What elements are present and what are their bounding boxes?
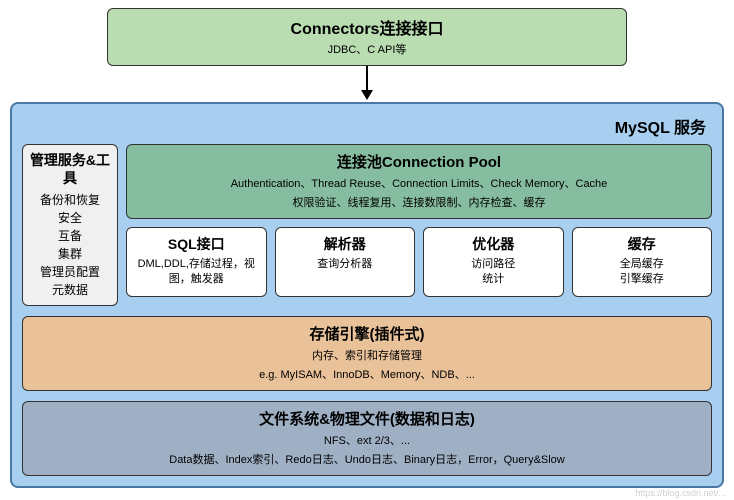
module-title: 优化器 bbox=[428, 234, 559, 254]
module-optimizer: 优化器 访问路径统计 bbox=[423, 227, 564, 297]
sidebar-item: 备份和恢复 bbox=[27, 191, 113, 209]
sidebar-item: 互备 bbox=[27, 227, 113, 245]
module-row: SQL接口 DML,DDL,存储过程，视图，触发器 解析器 查询分析器 优化器 … bbox=[126, 227, 712, 297]
module-desc: DML,DDL,存储过程，视图，触发器 bbox=[131, 257, 262, 288]
module-desc: 全局缓存引擎缓存 bbox=[577, 257, 708, 288]
filesystem-line1: NFS、ext 2/3、... bbox=[31, 432, 703, 448]
storage-engine-box: 存储引擎(插件式) 内存、索引和存储管理 e.g. MyISAM、InnoDB、… bbox=[22, 316, 712, 391]
storage-line2: e.g. MyISAM、InnoDB、Memory、NDB、... bbox=[31, 366, 703, 382]
storage-line1: 内存、索引和存储管理 bbox=[31, 347, 703, 363]
sidebar-item: 安全 bbox=[27, 209, 113, 227]
mysql-service-box: MySQL 服务 管理服务&工具 备份和恢复 安全 互备 集群 管理员配置 元数… bbox=[10, 102, 724, 488]
connectors-subtitle: JDBC、C API等 bbox=[116, 41, 618, 57]
management-sidebar: 管理服务&工具 备份和恢复 安全 互备 集群 管理员配置 元数据 bbox=[22, 144, 118, 306]
module-title: 缓存 bbox=[577, 234, 708, 254]
module-parser: 解析器 查询分析器 bbox=[275, 227, 416, 297]
module-title: 解析器 bbox=[280, 234, 411, 254]
module-sql-interface: SQL接口 DML,DDL,存储过程，视图，触发器 bbox=[126, 227, 267, 297]
arrow-down bbox=[10, 66, 724, 102]
module-title: SQL接口 bbox=[131, 234, 262, 254]
filesystem-title: 文件系统&物理文件(数据和日志) bbox=[31, 408, 703, 429]
module-cache: 缓存 全局缓存引擎缓存 bbox=[572, 227, 713, 297]
storage-title: 存储引擎(插件式) bbox=[31, 323, 703, 344]
sidebar-item: 集群 bbox=[27, 245, 113, 263]
module-desc: 访问路径统计 bbox=[428, 257, 559, 288]
sidebar-item: 元数据 bbox=[27, 281, 113, 299]
filesystem-line2: Data数据、Index索引、Redo日志、Undo日志、Binary日志，Er… bbox=[31, 451, 703, 467]
connectors-title: Connectors连接接口 bbox=[116, 15, 618, 39]
service-right-column: 连接池Connection Pool Authentication、Thread… bbox=[126, 144, 712, 306]
sidebar-heading: 管理服务&工具 bbox=[27, 151, 113, 187]
watermark-text: https://blog.csdn.net/... bbox=[635, 488, 726, 498]
mysql-service-label: MySQL 服务 bbox=[22, 112, 712, 144]
connectors-box: Connectors连接接口 JDBC、C API等 bbox=[107, 8, 627, 66]
filesystem-box: 文件系统&物理文件(数据和日志) NFS、ext 2/3、... Data数据、… bbox=[22, 401, 712, 476]
connection-pool-line-en: Authentication、Thread Reuse、Connection L… bbox=[135, 175, 703, 191]
connection-pool-line-zh: 权限验证、线程复用、连接数限制、内存检查、缓存 bbox=[135, 194, 703, 210]
module-desc: 查询分析器 bbox=[280, 257, 411, 272]
connection-pool-title: 连接池Connection Pool bbox=[135, 151, 703, 172]
connection-pool-box: 连接池Connection Pool Authentication、Thread… bbox=[126, 144, 712, 219]
service-row-top: 管理服务&工具 备份和恢复 安全 互备 集群 管理员配置 元数据 连接池Conn… bbox=[22, 144, 712, 306]
sidebar-item: 管理员配置 bbox=[27, 263, 113, 281]
